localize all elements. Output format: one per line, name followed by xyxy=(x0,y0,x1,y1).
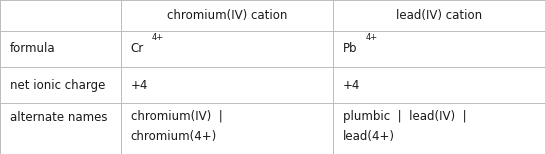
Text: alternate names: alternate names xyxy=(10,111,107,124)
Text: plumbic  |  lead(IV)  |: plumbic | lead(IV) | xyxy=(343,110,467,123)
Text: +4: +4 xyxy=(131,79,148,92)
Text: +4: +4 xyxy=(343,79,360,92)
Text: formula: formula xyxy=(10,42,56,55)
Text: 4+: 4+ xyxy=(152,33,164,42)
Text: lead(IV) cation: lead(IV) cation xyxy=(396,9,482,22)
Text: Cr: Cr xyxy=(131,42,144,55)
Text: net ionic charge: net ionic charge xyxy=(10,79,105,92)
Text: lead(4+): lead(4+) xyxy=(343,130,395,143)
Text: chromium(IV)  |: chromium(IV) | xyxy=(131,110,222,123)
Text: chromium(4+): chromium(4+) xyxy=(131,130,217,143)
Text: Pb: Pb xyxy=(343,42,358,55)
Text: 4+: 4+ xyxy=(366,33,378,42)
Text: chromium(IV) cation: chromium(IV) cation xyxy=(167,9,287,22)
